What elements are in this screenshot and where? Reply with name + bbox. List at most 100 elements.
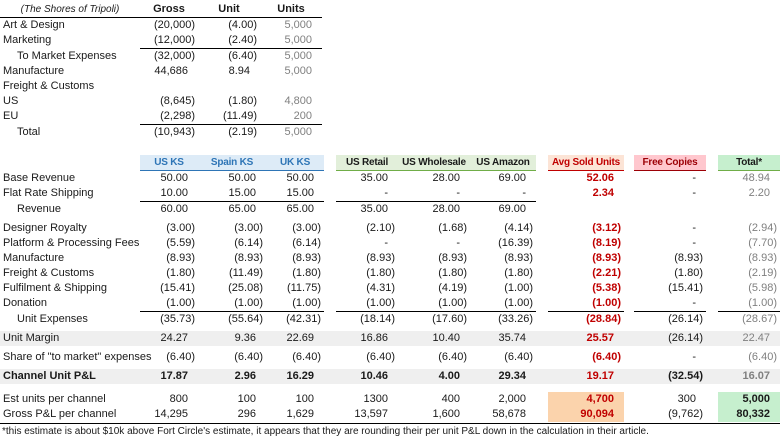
cell-free-copies[interactable]: 300 <box>677 393 696 405</box>
cell-total[interactable]: 2.20 <box>748 187 770 200</box>
cell-us-ks[interactable]: 50.00 <box>160 172 188 184</box>
cell-gross[interactable]: (10,943) <box>140 124 198 140</box>
cell-us-wholesale[interactable]: - <box>456 187 460 199</box>
column-header-units[interactable]: Units <box>260 2 322 18</box>
cell-units[interactable]: 5,000 <box>284 65 312 77</box>
row-label[interactable]: Channel Unit P&L <box>0 369 140 384</box>
cell-us-retail[interactable]: (8.93) <box>366 252 395 264</box>
cell-unit[interactable]: (2.40) <box>228 34 257 46</box>
cell-spain-ks[interactable]: (11.49) <box>228 267 263 279</box>
cell-avg-sold-units[interactable]: (5.38) <box>592 282 621 294</box>
cell-spain-ks[interactable]: (1.00) <box>234 297 263 309</box>
cell-free-copies[interactable]: - <box>692 237 696 249</box>
cell-spain-ks[interactable]: 100 <box>237 393 256 405</box>
column-header-us-amazon[interactable]: US Amazon <box>470 155 536 171</box>
cell-total[interactable]: (5.98) <box>748 282 777 294</box>
cell-avg-sold-units[interactable]: 4,700 <box>548 392 624 407</box>
cell-us-retail[interactable]: (18.14) <box>336 311 398 327</box>
cell-spain-ks[interactable]: 65.00 <box>198 201 266 217</box>
cell-free-copies[interactable] <box>634 202 706 218</box>
row-label[interactable]: Unit Expenses <box>17 312 88 325</box>
cell-us-ks[interactable]: (15.41) <box>160 282 195 294</box>
cell-free-copies[interactable]: (1.80) <box>674 267 703 279</box>
row-label[interactable]: To Market Expenses <box>17 49 117 62</box>
cell-us-ks[interactable]: (3.00) <box>166 222 195 234</box>
cell-us-amazon[interactable]: - <box>522 187 526 199</box>
column-header-unit[interactable]: Unit <box>198 2 260 18</box>
cell-spain-ks[interactable]: (3.00) <box>234 222 263 234</box>
cell-free-copies[interactable]: (26.14) <box>634 311 706 327</box>
cell-spain-ks[interactable]: (6.14) <box>234 237 263 249</box>
row-label[interactable]: Manufacture <box>3 65 65 77</box>
cell-us-amazon[interactable]: (8.93) <box>504 252 533 264</box>
cell-spain-ks[interactable]: 9.36 <box>198 331 266 346</box>
cell-us-retail[interactable]: 13,597 <box>354 408 388 420</box>
cell-us-retail[interactable]: 16.86 <box>336 331 398 346</box>
cell-total[interactable] <box>718 202 780 218</box>
cell-avg-sold-units[interactable]: 25.57 <box>548 331 624 346</box>
cell-us-amazon[interactable]: (6.40) <box>504 351 533 363</box>
cell-gross[interactable]: (2,298) <box>160 110 195 122</box>
cell-units[interactable]: 5,000 <box>260 48 322 64</box>
row-label[interactable]: Designer Royalty <box>3 222 87 234</box>
cell-us-retail[interactable]: (6.40) <box>366 351 395 363</box>
cell-free-copies[interactable]: (15.41) <box>668 282 703 294</box>
cell-us-retail[interactable]: (2.10) <box>366 222 395 234</box>
cell-units[interactable] <box>260 79 322 94</box>
cell-us-wholesale[interactable]: (6.40) <box>438 351 467 363</box>
cell-total[interactable]: 16.07 <box>718 369 780 384</box>
cell-uk-ks[interactable]: 16.29 <box>266 369 324 384</box>
cell-uk-ks[interactable]: 65.00 <box>266 201 324 217</box>
cell-avg-sold-units[interactable]: 2.34 <box>592 187 614 200</box>
cell-unit[interactable]: (6.40) <box>198 48 260 64</box>
cell-units[interactable]: 200 <box>293 110 312 122</box>
cell-us-wholesale[interactable]: 1,600 <box>432 408 460 420</box>
cell-total[interactable]: (2.94) <box>748 222 777 234</box>
cell-unit[interactable]: (2.19) <box>198 124 260 140</box>
cell-free-copies[interactable]: (32.54) <box>634 369 706 384</box>
cell-spain-ks[interactable]: (55.64) <box>198 311 266 327</box>
cell-uk-ks[interactable]: 22.69 <box>266 331 324 346</box>
row-label[interactable]: Donation <box>3 297 48 310</box>
cell-us-retail[interactable]: - <box>384 237 388 249</box>
cell-total[interactable]: (28.67) <box>718 311 780 327</box>
cell-avg-sold-units[interactable]: (8.19) <box>592 237 621 249</box>
cell-us-ks[interactable]: 60.00 <box>140 201 198 217</box>
cell-unit[interactable]: (4.00) <box>228 19 257 31</box>
cell-us-amazon[interactable]: 35.74 <box>470 331 536 346</box>
cell-us-retail[interactable]: - <box>384 187 388 199</box>
row-label[interactable]: Share of "to market" expenses <box>3 351 152 363</box>
cell-gross[interactable] <box>140 79 198 94</box>
cell-avg-sold-units[interactable]: (28.84) <box>548 311 624 327</box>
row-label[interactable]: Marketing <box>3 34 52 47</box>
row-label[interactable]: Unit Margin <box>0 331 140 346</box>
cell-us-retail[interactable]: 35.00 <box>336 201 398 217</box>
cell-free-copies[interactable]: (8.93) <box>674 252 703 264</box>
cell-free-copies[interactable]: (26.14) <box>634 331 706 346</box>
cell-total[interactable]: 5,000 <box>718 392 780 407</box>
cell-total[interactable]: (2.19) <box>748 267 777 279</box>
row-label[interactable]: EU <box>3 110 19 123</box>
cell-total[interactable]: (7.70) <box>748 237 777 249</box>
cell-total[interactable]: 80,332 <box>718 407 780 422</box>
cell-free-copies[interactable]: (9,762) <box>668 408 703 420</box>
cell-us-wholesale[interactable]: 4.00 <box>398 369 470 384</box>
cell-gross[interactable]: (20,000) <box>154 19 195 31</box>
cell-us-ks[interactable]: 800 <box>169 393 188 405</box>
cell-gross[interactable]: 44,686 <box>154 65 188 77</box>
cell-total[interactable]: (1.00) <box>748 297 777 309</box>
cell-free-copies[interactable]: - <box>692 222 696 234</box>
row-label[interactable]: US <box>3 95 19 107</box>
cell-us-ks[interactable]: 17.87 <box>140 369 198 384</box>
row-label[interactable]: Platform & Processing Fees <box>3 237 140 249</box>
cell-us-amazon[interactable]: 58,678 <box>492 408 526 420</box>
row-label[interactable]: Flat Rate Shipping <box>3 187 94 200</box>
cell-uk-ks[interactable]: (3.00) <box>292 222 321 234</box>
cell-avg-sold-units[interactable] <box>548 202 624 218</box>
cell-unit[interactable]: 8.94 <box>228 65 250 77</box>
row-label[interactable]: Est units per channel <box>3 393 106 405</box>
cell-us-wholesale[interactable]: (1.80) <box>438 267 467 279</box>
cell-us-ks[interactable]: 10.00 <box>160 187 188 199</box>
cell-units[interactable]: 5,000 <box>284 34 312 46</box>
column-header-us-wholesale[interactable]: US Wholesale <box>398 155 470 171</box>
